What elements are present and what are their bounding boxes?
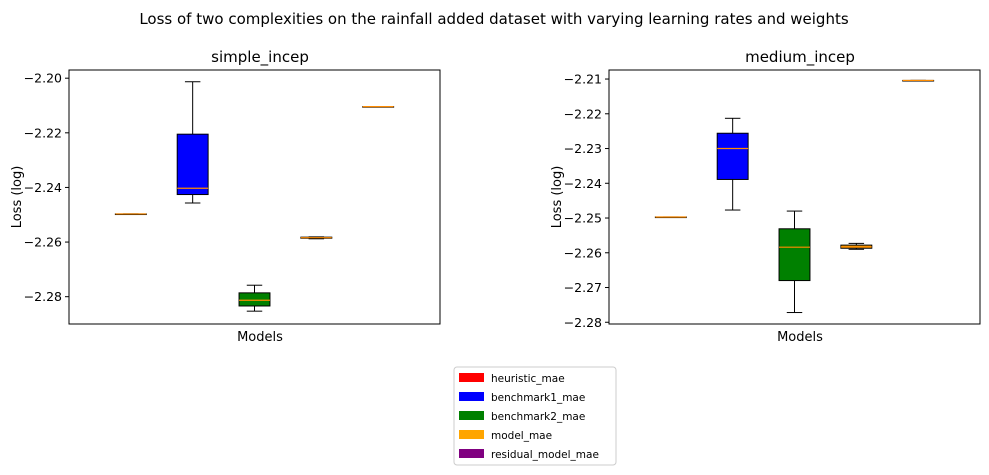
legend-label: heuristic_mae <box>491 373 565 385</box>
y-tick-label: −2.28 <box>24 289 62 304</box>
y-tick-label: −2.23 <box>564 141 602 156</box>
box <box>114 213 147 216</box>
y-tick-label: −2.24 <box>564 176 602 191</box>
box <box>654 216 687 219</box>
y-tick-label: −2.27 <box>564 280 602 295</box>
legend-swatch <box>459 411 484 420</box>
axes-frame <box>608 69 981 325</box>
subplot-title: medium_incep <box>745 48 855 67</box>
y-tick-label: −2.22 <box>564 106 602 121</box>
subplot-title: simple_incep <box>211 48 309 67</box>
legend-frame <box>453 366 617 466</box>
box-body <box>176 133 209 196</box>
y-axis-label: Loss (log) <box>10 166 25 229</box>
legend-entry: residual_model_mae <box>459 449 599 461</box>
y-tick-label: −2.26 <box>24 235 62 250</box>
box <box>176 81 209 204</box>
y-tick-label: −2.28 <box>564 315 602 330</box>
legend-label: residual_model_mae <box>491 449 599 461</box>
y-tick-label: −2.20 <box>24 71 62 86</box>
box-body <box>716 132 749 180</box>
legend-label: benchmark1_mae <box>491 392 585 404</box>
box-body <box>238 292 271 307</box>
box-body <box>778 228 811 282</box>
legend-label: model_mae <box>491 430 552 442</box>
legend-entry: benchmark2_mae <box>459 411 585 423</box>
x-axis-label: Models <box>777 330 823 345</box>
y-tick-label: −2.26 <box>564 245 602 260</box>
y-tick-label: −2.21 <box>564 72 602 87</box>
y-axis-label: Loss (log) <box>550 166 565 229</box>
box <box>778 210 811 314</box>
subplot-medium-incep: medium_incep Models Loss (log) −2.28 −2.2… <box>550 48 981 345</box>
legend-entry: benchmark1_mae <box>459 392 585 404</box>
legend-swatch <box>459 373 484 382</box>
x-axis-label: Models <box>237 330 283 345</box>
axes-frame <box>68 69 441 325</box>
legend-swatch <box>459 430 484 439</box>
subplot-simple-incep: simple_incep Models Loss (log) −2.28 −2.2… <box>10 48 441 345</box>
box <box>238 284 271 312</box>
box <box>902 79 935 82</box>
legend: heuristic_mae benchmark1_mae benchmark2_… <box>453 366 617 466</box>
box <box>840 242 873 250</box>
legend-entry: model_mae <box>459 430 552 442</box>
figure-suptitle: Loss of two complexities on the rainfall… <box>139 10 849 28</box>
legend-swatch <box>459 392 484 401</box>
box <box>362 105 395 108</box>
y-tick-label: −2.25 <box>564 211 602 226</box>
box <box>300 236 333 240</box>
y-tick-label: −2.24 <box>24 180 62 195</box>
legend-entry: heuristic_mae <box>459 373 565 385</box>
y-tick-label: −2.22 <box>24 125 62 140</box>
legend-swatch <box>459 449 484 458</box>
box <box>716 117 749 211</box>
legend-label: benchmark2_mae <box>491 411 585 423</box>
